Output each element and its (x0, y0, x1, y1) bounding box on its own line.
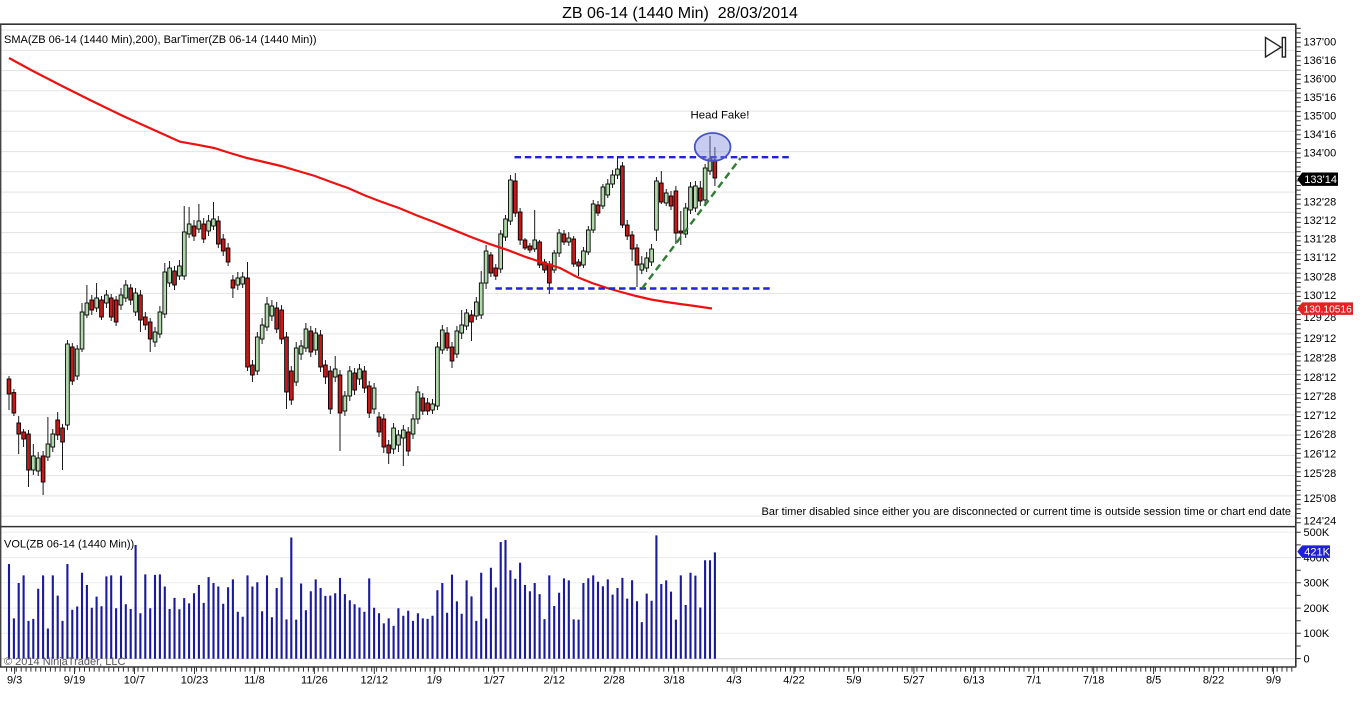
svg-text:133'14: 133'14 (1304, 174, 1337, 186)
svg-text:9/3: 9/3 (7, 675, 22, 687)
svg-text:200K: 200K (1304, 603, 1330, 615)
svg-text:132'12: 132'12 (1304, 215, 1337, 227)
svg-text:9/9: 9/9 (1266, 675, 1281, 687)
svg-text:136'00: 136'00 (1304, 73, 1337, 85)
svg-text:10/7: 10/7 (124, 675, 145, 687)
svg-text:VOL(ZB 06-14 (1440 Min)): VOL(ZB 06-14 (1440 Min)) (4, 539, 134, 551)
svg-text:134'16: 134'16 (1304, 129, 1337, 141)
svg-text:11/8: 11/8 (244, 675, 265, 687)
svg-text:SMA(ZB 06-14 (1440 Min),200),: SMA(ZB 06-14 (1440 Min),200), BarTimer(Z… (4, 34, 317, 46)
svg-text:300K: 300K (1304, 578, 1330, 590)
svg-text:11/26: 11/26 (301, 675, 328, 687)
svg-text:9/19: 9/19 (64, 675, 85, 687)
svg-text:Bar timer disabled since eithe: Bar timer disabled since either you are … (762, 506, 1292, 518)
svg-text:125'28: 125'28 (1304, 468, 1337, 480)
svg-text:127'28: 127'28 (1304, 391, 1337, 403)
svg-text:2/28: 2/28 (603, 675, 624, 687)
svg-text:1/9: 1/9 (427, 675, 442, 687)
svg-text:500K: 500K (1304, 527, 1330, 539)
svg-text:135'16: 135'16 (1304, 92, 1337, 104)
svg-text:131'12: 131'12 (1304, 252, 1337, 264)
svg-text:125'08: 125'08 (1304, 493, 1337, 505)
svg-text:7/1: 7/1 (1026, 675, 1041, 687)
svg-text:130'28: 130'28 (1304, 271, 1337, 283)
svg-text:130.10516: 130.10516 (1304, 305, 1352, 316)
svg-text:8/5: 8/5 (1146, 675, 1161, 687)
svg-text:4/3: 4/3 (726, 675, 741, 687)
svg-text:3/18: 3/18 (663, 675, 684, 687)
svg-text:128'12: 128'12 (1304, 372, 1337, 384)
svg-text:135'00: 135'00 (1304, 110, 1337, 122)
svg-text:124'24: 124'24 (1304, 515, 1337, 527)
svg-text:2/12: 2/12 (543, 675, 564, 687)
svg-text:12/12: 12/12 (361, 675, 389, 687)
svg-text:137'00: 137'00 (1304, 36, 1337, 48)
svg-text:131'28: 131'28 (1304, 233, 1337, 245)
svg-text:1/27: 1/27 (483, 675, 504, 687)
svg-text:6/13: 6/13 (963, 675, 984, 687)
svg-text:126'12: 126'12 (1304, 448, 1337, 460)
svg-text:4/22: 4/22 (783, 675, 804, 687)
svg-text:5/27: 5/27 (903, 675, 924, 687)
svg-text:8/22: 8/22 (1203, 675, 1224, 687)
svg-text:Head Fake!: Head Fake! (691, 110, 750, 122)
svg-text:5/9: 5/9 (846, 675, 861, 687)
svg-text:129'12: 129'12 (1304, 333, 1337, 345)
svg-text:136'16: 136'16 (1304, 55, 1337, 67)
svg-text:ZB 06-14 (1440 Min) 28/03/201: ZB 06-14 (1440 Min) 28/03/2014 (562, 5, 798, 22)
svg-text:126'28: 126'28 (1304, 429, 1337, 441)
svg-text:130'12: 130'12 (1304, 290, 1337, 302)
svg-text:132'28: 132'28 (1304, 196, 1337, 208)
svg-text:100K: 100K (1304, 628, 1330, 640)
svg-text:127'12: 127'12 (1304, 410, 1337, 422)
svg-text:10/23: 10/23 (181, 675, 209, 687)
svg-text:0: 0 (1304, 654, 1310, 666)
svg-text:421K: 421K (1304, 547, 1330, 559)
svg-text:7/18: 7/18 (1083, 675, 1104, 687)
svg-text:© 2014 NinjaTrader, LLC: © 2014 NinjaTrader, LLC (4, 656, 125, 668)
svg-text:128'28: 128'28 (1304, 352, 1337, 364)
svg-text:134'00: 134'00 (1304, 147, 1337, 159)
